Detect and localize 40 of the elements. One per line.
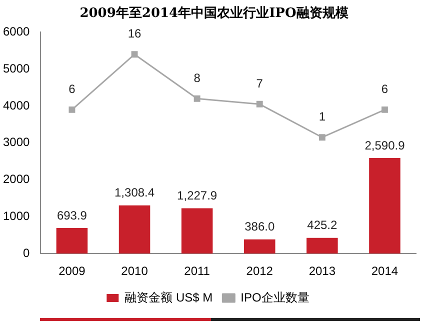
bar [369, 158, 400, 254]
y-tick-label: 2000 [2, 172, 30, 186]
bar [56, 228, 88, 254]
bar [118, 205, 150, 254]
point [256, 100, 263, 108]
data-label: 6 [68, 82, 76, 96]
data-label: 1 [318, 110, 326, 124]
data-label: 693.9 [56, 208, 88, 222]
data-label: 7 [256, 76, 264, 90]
x-tick-label: 2012 [246, 264, 274, 278]
legend-label: IPO企业数量 [240, 290, 310, 304]
y-tick-label: 6000 [2, 24, 30, 39]
point [318, 134, 326, 141]
data-label: 6 [381, 82, 388, 96]
x-tick-label: 2011 [184, 264, 210, 278]
y-tick-label: 1000 [2, 209, 30, 224]
data-label: 16 [128, 26, 142, 41]
data-label: 1,308.4 [114, 186, 155, 200]
data-label: 8 [194, 70, 201, 85]
chart-title: 2009年至2014年中国农业行业IPO融资规模 [78, 5, 350, 22]
y-tick-label: 4000 [2, 98, 30, 112]
y-tick-label: 5000 [2, 61, 30, 76]
bar [306, 238, 338, 254]
bar [181, 208, 213, 254]
data-label: 425.2 [307, 218, 338, 232]
x-tick-label: 2014 [371, 264, 398, 278]
data-label: 386.0 [244, 220, 275, 234]
x-tick-label: 2010 [121, 264, 148, 278]
y-tick-label: 0 [23, 246, 30, 260]
x-tick-label: 2009 [58, 264, 86, 278]
legend-label: 融资金额 US$ M [124, 290, 213, 304]
bar [244, 239, 276, 254]
point [68, 106, 76, 113]
y-tick-label: 3000 [2, 135, 30, 150]
x-tick-label: 2013 [308, 264, 336, 278]
point [382, 106, 388, 113]
data-label: 1,227.9 [177, 188, 218, 203]
point [131, 51, 138, 58]
point [194, 95, 200, 102]
data-label: 2,590.9 [364, 138, 406, 152]
